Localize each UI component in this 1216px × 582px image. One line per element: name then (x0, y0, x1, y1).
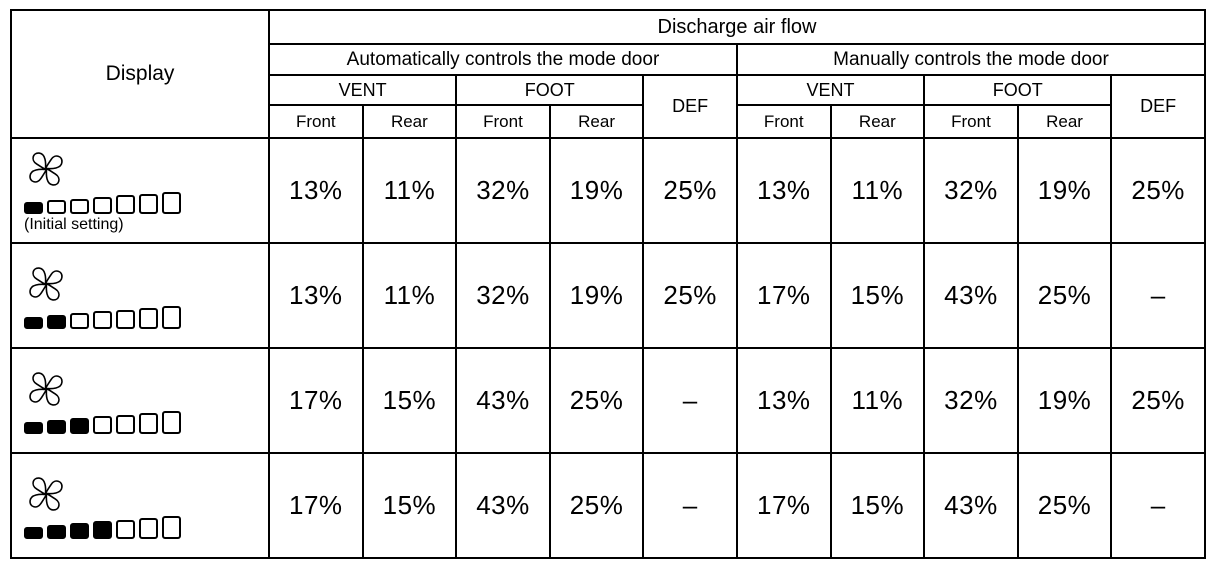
cell-auto-foot-rear: 25% (548, 347, 645, 454)
cell-auto-foot-rear: 19% (548, 137, 645, 244)
header-discharge-air-flow: Discharge air flow (268, 9, 1206, 45)
header-manual-vent-rear: Rear (829, 104, 926, 139)
fan-speed-bars (24, 305, 262, 329)
display-cell (10, 242, 270, 349)
display-cell (10, 347, 270, 454)
fan-icon (29, 152, 63, 186)
fan-icon (29, 266, 63, 301)
cell-manual-foot-front: 32% (923, 347, 1019, 454)
cell-auto-vent-rear: 15% (361, 347, 458, 454)
cell-auto-foot-front: 32% (455, 242, 551, 349)
cell-auto-def: 25% (642, 137, 738, 244)
cell-manual-def: 25% (1110, 347, 1206, 454)
fan-speed-bars (24, 190, 262, 214)
cell-auto-foot-rear: 25% (548, 452, 645, 559)
cell-auto-foot-front: 32% (455, 137, 551, 244)
fan-speed-display (24, 264, 262, 330)
fan-speed-display (24, 369, 262, 435)
cell-auto-def: – (642, 347, 738, 454)
cell-auto-vent-rear: 11% (361, 137, 458, 244)
header-manual-foot-rear: Rear (1016, 104, 1113, 139)
header-auto-foot-front: Front (455, 104, 551, 139)
header-auto-def: DEF (642, 74, 738, 139)
cell-manual-def: – (1110, 242, 1206, 349)
header-row-top: Display Discharge air flow (10, 9, 1206, 139)
cell-manual-vent-rear: 11% (829, 137, 926, 244)
header-row-front-rear: Front Rear Front Rear Front Rear Front R… (11, 104, 1205, 139)
header-auto-foot: FOOT (455, 74, 645, 106)
cell-auto-foot-front: 43% (455, 347, 551, 454)
cell-manual-foot-front: 43% (923, 452, 1019, 559)
fan-speed-bars (24, 410, 262, 434)
header-row-groups: Automatically controls the mode door Man… (11, 43, 1207, 76)
header-manual-foot: FOOT (923, 74, 1113, 106)
header-auto-foot-rear: Rear (548, 104, 645, 139)
table-row: 13% 11% 32% 19% 25% 17% 15% 43% 25% – (10, 242, 1206, 349)
cell-manual-vent-rear: 15% (829, 452, 926, 559)
header-auto-vent: VENT (267, 74, 458, 106)
fan-speed-bars (24, 515, 262, 539)
cell-manual-vent-front: 13% (735, 347, 832, 454)
cell-manual-def: 25% (1110, 137, 1206, 244)
cell-auto-vent-rear: 15% (361, 452, 458, 559)
fan-icon (29, 371, 63, 406)
cell-manual-foot-rear: 19% (1016, 137, 1113, 244)
cell-auto-vent-front: 13% (268, 242, 364, 349)
cell-manual-vent-front: 17% (735, 452, 832, 559)
header-auto-mode: Automatically controls the mode door (268, 43, 738, 76)
cell-auto-foot-front: 43% (455, 452, 551, 559)
cell-manual-def: – (1110, 452, 1206, 559)
cell-auto-vent-rear: 11% (361, 242, 458, 349)
cell-auto-vent-front: 17% (268, 347, 364, 454)
header-manual-def: DEF (1110, 74, 1206, 139)
fan-icon (29, 476, 63, 511)
cell-manual-vent-front: 17% (735, 242, 832, 349)
cell-manual-foot-rear: 25% (1016, 452, 1113, 559)
header-auto-vent-front: Front (268, 104, 364, 139)
header-manual-vent: VENT (735, 74, 926, 106)
cell-auto-vent-front: 13% (268, 137, 364, 244)
cell-manual-foot-rear: 25% (1016, 242, 1113, 349)
header-manual-vent-front: Front (735, 104, 832, 139)
table-row: (Initial setting) 13% 11% 32% 19% 25% 13… (10, 137, 1206, 244)
table-row: 17% 15% 43% 25% – 13% 11% 32% 19% 25% (10, 347, 1206, 454)
cell-manual-foot-rear: 19% (1016, 347, 1113, 454)
cell-auto-def: 25% (642, 242, 738, 349)
cell-auto-foot-rear: 19% (548, 242, 645, 349)
display-cell (10, 452, 270, 559)
display-cell: (Initial setting) (10, 137, 270, 244)
fan-speed-display (24, 474, 262, 540)
display-header: Display (10, 9, 270, 139)
header-row-outlets: VENT FOOT DEF VENT FOOT DEF (11, 74, 1206, 139)
cell-auto-def: – (642, 452, 738, 559)
header-manual-foot-front: Front (923, 104, 1019, 139)
header-manual-mode: Manually controls the mode door (735, 43, 1207, 76)
cell-manual-foot-front: 32% (923, 137, 1019, 244)
cell-manual-vent-front: 13% (735, 137, 832, 244)
cell-manual-vent-rear: 11% (829, 347, 926, 454)
cell-auto-vent-front: 17% (268, 452, 364, 559)
table-row: 17% 15% 43% 25% – 17% 15% 43% 25% – (10, 452, 1206, 559)
header-auto-vent-rear: Rear (361, 104, 458, 139)
initial-setting-note: (Initial setting) (24, 216, 124, 233)
discharge-airflow-table: Display Discharge air flow Automatically… (10, 9, 1207, 559)
fan-speed-display: (Initial setting) (24, 149, 262, 234)
cell-manual-foot-front: 43% (923, 242, 1019, 349)
cell-manual-vent-rear: 15% (829, 242, 926, 349)
